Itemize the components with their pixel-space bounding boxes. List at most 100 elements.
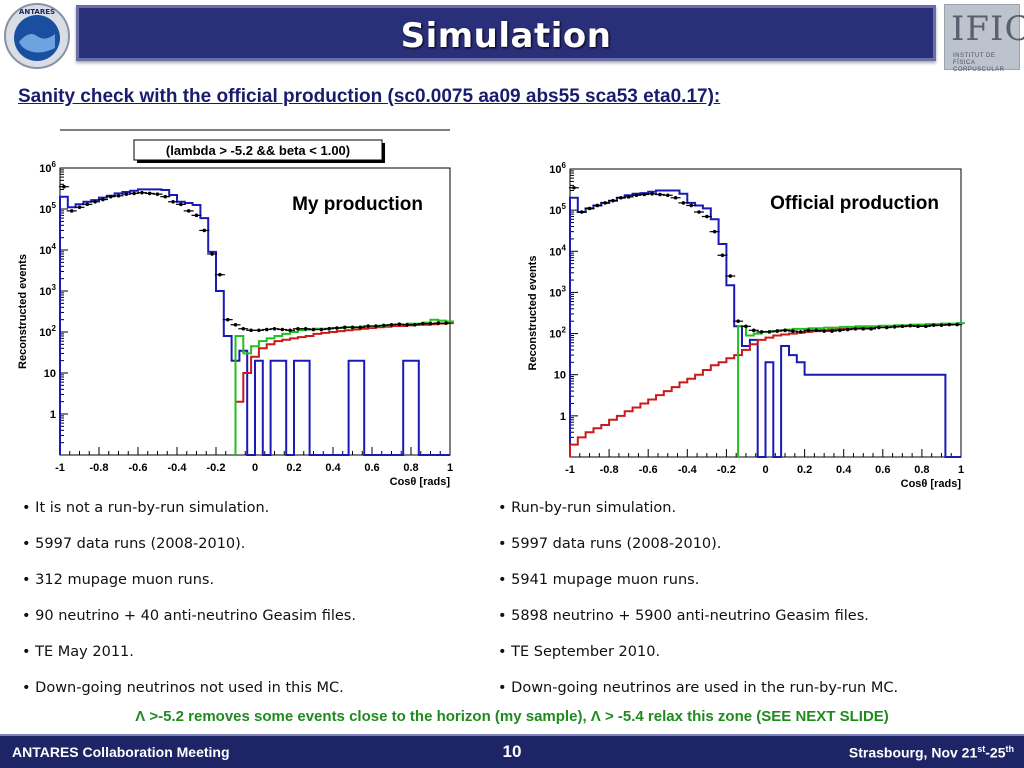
- data-point: [665, 193, 670, 198]
- data-point: [947, 322, 952, 327]
- footer-location-mid: -25: [985, 744, 1006, 761]
- left-bullet-list: • It is not a run-by-run simulation. • 5…: [22, 500, 356, 716]
- data-point: [759, 330, 764, 334]
- list-item: • 5997 data runs (2008-2010).: [22, 536, 246, 552]
- data-point: [69, 209, 74, 213]
- x-axis-label: Cosθ [rads]: [901, 478, 962, 490]
- list-item: • 312 mupage muon runs.: [22, 572, 215, 588]
- data-point: [116, 193, 121, 198]
- note-text: Λ >-5.2 removes some events close to the…: [135, 708, 889, 725]
- x-tick-label: 0.4: [325, 462, 341, 474]
- data-point: [374, 324, 378, 328]
- data-point: [908, 323, 912, 328]
- data-point: [806, 328, 811, 333]
- y-tick-label: 1: [560, 411, 566, 423]
- data-point: [877, 325, 881, 330]
- y-tick-label: 102: [39, 324, 56, 339]
- data-point: [93, 199, 97, 204]
- data-point: [650, 191, 654, 196]
- production-annotation: Official production: [770, 193, 939, 214]
- data-point: [775, 329, 780, 333]
- data-point: [444, 321, 448, 325]
- data-point: [736, 319, 740, 323]
- y-tick-label: 103: [549, 284, 566, 299]
- data-point: [132, 191, 136, 196]
- antares-logo-text: ANTARES: [19, 8, 55, 16]
- x-tick-label: 0.6: [364, 462, 379, 474]
- title-box-shadow-right: [382, 143, 385, 163]
- list-item: • 5898 neutrino + 5900 anti-neutrino Gea…: [498, 608, 869, 624]
- data-point: [413, 322, 417, 327]
- x-tick-label: 0.6: [875, 464, 890, 476]
- x-tick-label: -0.6: [129, 462, 148, 474]
- data-point: [163, 194, 168, 199]
- data-point: [579, 210, 584, 214]
- data-point: [783, 328, 787, 333]
- data-point: [303, 326, 308, 331]
- page-number: 10: [502, 742, 522, 761]
- data-point: [830, 329, 834, 333]
- y-tick-label: 105: [549, 202, 566, 217]
- x-axis-label: Cosθ [rads]: [390, 476, 451, 488]
- x-tick-label: -0.8: [600, 464, 619, 476]
- data-point: [603, 201, 607, 205]
- data-point: [626, 195, 631, 199]
- y-tick-label: 105: [39, 201, 56, 216]
- data-point: [845, 327, 850, 332]
- data-point: [264, 327, 269, 332]
- ific-logo-text: IFIC: [951, 9, 1024, 49]
- data-point: [767, 330, 772, 334]
- data-point: [428, 321, 433, 326]
- data-point: [327, 326, 331, 331]
- data-point: [939, 323, 944, 327]
- data-point: [681, 201, 686, 205]
- data-point: [900, 324, 905, 329]
- data-point: [218, 272, 222, 277]
- data-point: [77, 205, 82, 210]
- data-point: [397, 322, 402, 326]
- data-point: [225, 317, 230, 322]
- data-point: [101, 197, 105, 202]
- data-point: [798, 330, 803, 334]
- y-tick-label: 106: [39, 160, 56, 175]
- y-tick-label: 103: [39, 283, 56, 298]
- title-bar: Simulation: [76, 5, 936, 61]
- x-tick-label: -1: [565, 464, 575, 476]
- data-point: [931, 323, 936, 327]
- x-tick-label: -1: [55, 462, 65, 474]
- data-point: [124, 192, 129, 196]
- list-item: • TE September 2010.: [498, 644, 661, 660]
- data-point: [171, 199, 175, 204]
- data-point: [869, 327, 873, 331]
- footer-meeting: ANTARES Collaboration Meeting: [12, 744, 230, 760]
- data-point: [249, 328, 253, 333]
- data-point: [611, 198, 615, 203]
- list-item: • TE May 2011.: [22, 644, 134, 660]
- data-point: [179, 202, 183, 207]
- data-point: [619, 195, 623, 200]
- x-tick-label: 1: [447, 462, 453, 474]
- x-tick-label: 0: [762, 464, 768, 476]
- data-point: [642, 192, 647, 197]
- y-tick-label: 104: [39, 242, 56, 257]
- antares-logo: ANTARES: [3, 2, 71, 70]
- ific-logo: IFIC INSTITUT DE FÍSICA CORPUSCULAR: [944, 4, 1024, 73]
- data-point: [288, 328, 292, 333]
- right-bullet-list: • Run-by-run simulation. • 5997 data run…: [498, 500, 898, 716]
- y-tick-label: 10: [44, 368, 56, 380]
- y-tick-label: 106: [549, 161, 566, 176]
- data-point: [916, 324, 920, 329]
- data-point: [587, 206, 592, 211]
- y-tick-label: 10: [554, 370, 566, 382]
- x-tick-label: 0.4: [836, 464, 852, 476]
- data-point: [389, 322, 394, 327]
- data-point: [272, 326, 277, 331]
- x-tick-label: 0.2: [797, 464, 812, 476]
- data-point: [155, 192, 160, 196]
- data-point: [924, 324, 928, 329]
- data-point: [728, 274, 733, 278]
- data-point: [280, 327, 285, 332]
- slide-subtitle: Sanity check with the official productio…: [18, 86, 721, 107]
- data-point: [673, 195, 678, 200]
- data-point: [697, 210, 701, 214]
